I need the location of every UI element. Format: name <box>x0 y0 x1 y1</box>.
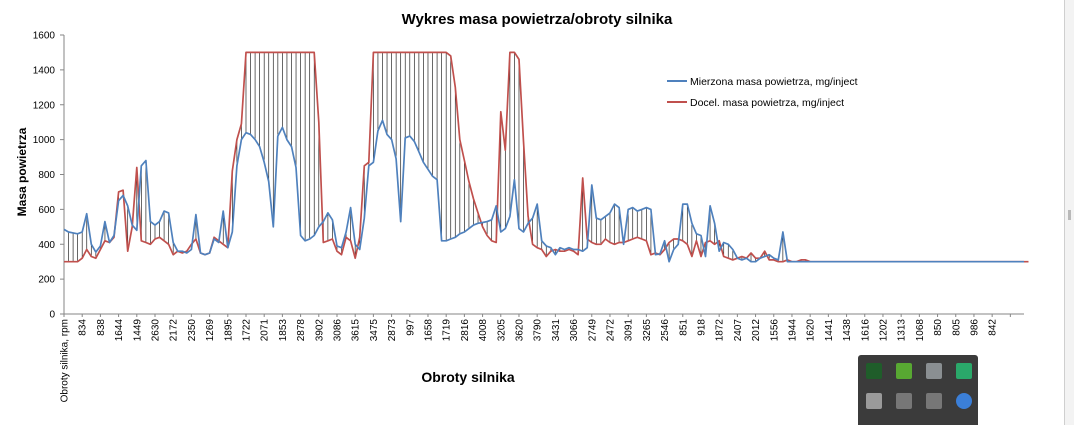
x-tick-label: 3475 <box>369 319 380 342</box>
x-tick-label: 2350 <box>187 319 198 342</box>
tray-app-icon[interactable] <box>896 363 912 379</box>
x-tick-label: 1438 <box>842 319 853 342</box>
x-tick-label: 2749 <box>587 319 598 342</box>
x-tick-label: 4008 <box>478 319 489 342</box>
x-tick-label: 838 <box>96 319 107 336</box>
x-tick-label: 3086 <box>332 319 343 342</box>
y-axis-label: Masa powietrza <box>15 127 29 216</box>
y-tick-label: 1600 <box>33 31 56 42</box>
tray-app-icon[interactable] <box>866 363 882 379</box>
x-tick-label: 2878 <box>296 319 307 342</box>
tray-app-icon[interactable] <box>896 393 912 409</box>
x-tick-label: 1449 <box>132 319 143 342</box>
x-tick-label: 3902 <box>314 319 325 342</box>
x-axis-label: Obroty silnika <box>421 369 515 385</box>
y-tick-label: 1400 <box>33 65 56 76</box>
y-tick-label: 0 <box>49 310 55 321</box>
y-tick-label: 1200 <box>33 100 56 111</box>
edge-mark <box>1068 210 1071 220</box>
x-tick-label: 1895 <box>223 319 234 342</box>
x-tick-label: 3066 <box>569 319 580 342</box>
x-tick-label: 918 <box>696 319 707 336</box>
tray-app-icon[interactable] <box>926 393 942 409</box>
tray-app-icon[interactable] <box>956 393 972 409</box>
x-tick-label: 1620 <box>806 319 817 342</box>
y-tick-label: 600 <box>38 205 55 216</box>
x-tick-label: 851 <box>678 319 689 336</box>
x-tick-label: 2012 <box>751 319 762 342</box>
tray-app-icon[interactable] <box>926 363 942 379</box>
x-tick-label: 1556 <box>769 319 780 342</box>
x-tick-label: 1313 <box>897 319 908 342</box>
x-tick-label: 834 <box>78 319 89 336</box>
x-tick-label: 2816 <box>460 319 471 342</box>
x-tick-label: 805 <box>951 319 962 336</box>
x-tick-label: 1202 <box>878 319 889 342</box>
x-tick-label: 1722 <box>241 319 252 342</box>
y-tick-label: 400 <box>38 240 55 251</box>
legend: Mierzona masa powietrza, mg/inject Docel… <box>667 76 858 109</box>
series-line-measured <box>64 120 1024 261</box>
x-tick-label: 1068 <box>915 319 926 342</box>
x-tick-label: 2407 <box>733 319 744 342</box>
axes <box>64 35 1024 314</box>
x-tick-label: 3265 <box>642 319 653 342</box>
x-tick-label: 3431 <box>551 319 562 342</box>
x-tick-label: 1944 <box>787 319 798 342</box>
x-tick-label: 2546 <box>660 319 671 342</box>
x-tick-label: 1872 <box>715 319 726 342</box>
y-ticks: 0 200 400 600 800 1000 1200 1400 1600 <box>33 31 64 321</box>
x-tick-label: 1644 <box>114 319 125 342</box>
x-tick-label: 1269 <box>205 319 216 342</box>
x-tick-label: 850 <box>933 319 944 336</box>
x-tick-label: 2172 <box>169 319 180 342</box>
x-tick-label: 1853 <box>278 319 289 342</box>
x-tick-label: 2472 <box>605 319 616 342</box>
x-tick-label: 2630 <box>150 319 161 342</box>
x-tick-label: 3790 <box>533 319 544 342</box>
tray-app-icon[interactable] <box>866 393 882 409</box>
series-line-target <box>64 52 1029 261</box>
legend-label-measured: Mierzona masa powietrza, mg/inject <box>690 76 858 88</box>
x-tick-label: 2873 <box>387 319 398 342</box>
system-tray-popup <box>858 355 978 425</box>
chart-title: Wykres masa powietrza/obroty silnika <box>402 11 673 28</box>
x-tick-label: 997 <box>405 319 416 336</box>
x-tick-label: 986 <box>969 319 980 336</box>
y-tick-label: 1000 <box>33 135 56 146</box>
series-layer <box>64 52 1029 261</box>
x-tick-label: 2071 <box>260 319 271 342</box>
x-tick-label: Obroty silnika, rpm <box>60 319 71 402</box>
legend-label-target: Docel. masa powietrza, mg/inject <box>690 97 844 109</box>
y-tick-label: 200 <box>38 275 55 286</box>
x-tick-label: 842 <box>988 319 999 336</box>
x-tick-label: 3091 <box>624 319 635 342</box>
y-tick-label: 800 <box>38 170 55 181</box>
x-tick-label: 3615 <box>351 319 362 342</box>
x-tick-label: 1719 <box>442 319 453 342</box>
x-tick-label: 1658 <box>423 319 434 342</box>
tray-app-icon[interactable] <box>956 363 972 379</box>
x-tick-label: 3620 <box>514 319 525 342</box>
x-tick-label: 1616 <box>860 319 871 342</box>
x-tick-label: 1441 <box>824 319 835 342</box>
x-tick-label: 3205 <box>496 319 507 342</box>
